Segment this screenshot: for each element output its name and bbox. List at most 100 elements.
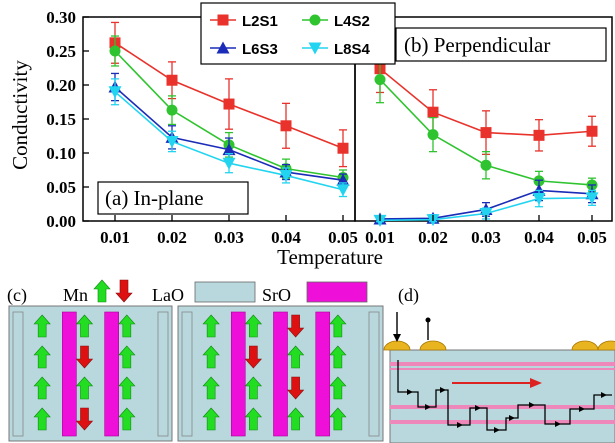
spin-up-arrow	[244, 407, 263, 431]
lao-edge-layer	[12, 311, 24, 437]
panel-a-ytick-label: 0.20	[46, 76, 76, 95]
panel-b-series-l2s1-point	[586, 125, 598, 137]
panel-b-series-l2s1-point	[533, 129, 545, 141]
path-arrowhead	[579, 406, 585, 412]
panel-d-label: (d)	[398, 285, 419, 306]
panel-b-xtick-label: 0.02	[418, 228, 448, 247]
sro-legend-swatch	[306, 281, 368, 303]
panel-a-ytick-label: 0.15	[46, 110, 76, 129]
spin-up-arrow	[118, 407, 136, 431]
panel-a-label-box	[97, 181, 249, 215]
sro-layer	[273, 311, 288, 437]
panel-a-xtick-label: 0.03	[214, 228, 244, 247]
interface-stripe	[390, 405, 615, 409]
panel-a-series-l8s4-point	[165, 135, 179, 148]
spin-down-arrow	[75, 407, 94, 431]
sro-layer	[230, 311, 246, 437]
panel-a-ytick-label: 0.00	[46, 212, 76, 231]
spin-up-arrow	[118, 345, 136, 369]
panel-b-ticks: 0.01 0.02 0.03 0.04 0.05	[365, 215, 607, 247]
path-arrowhead	[529, 402, 535, 408]
panel-b-series-l2s1-point	[480, 127, 492, 139]
panel-b-frame	[354, 16, 613, 222]
legend-l2s1-label: L2S1	[242, 13, 278, 30]
panel-a-ytick-label: 0.30	[46, 8, 76, 27]
panel-a-series-l6s3-point	[222, 143, 236, 156]
spin-up-arrow	[244, 376, 263, 400]
spin-up-arrow	[202, 376, 220, 400]
panel-a-xtick-label: 0.01	[100, 228, 130, 247]
spin-up-arrow	[75, 376, 94, 400]
legend-l2s1-marker	[217, 14, 229, 26]
spin-up-arrow	[286, 345, 305, 369]
sro-layer	[62, 311, 77, 437]
panel-b-plot	[373, 44, 599, 227]
lao-edge-layer	[368, 311, 380, 437]
current-arrow-head	[530, 378, 542, 388]
lao-legend-label: LaO	[152, 285, 184, 305]
panel-c: (c) Mn LaO SrO	[7, 279, 384, 442]
lao-edge-layer	[157, 311, 169, 437]
spin-up-arrow	[202, 314, 220, 338]
panel-a-series-l8s4-point	[336, 184, 350, 197]
spin-up-arrow	[118, 376, 136, 400]
spin-up-arrow	[33, 345, 51, 369]
path-arrowhead	[457, 422, 463, 428]
contact-dome	[571, 340, 599, 351]
panel-b-xtick-label: 0.01	[365, 228, 395, 247]
panel-a-series-l8s4-point	[108, 86, 122, 99]
panel-d: (d)	[383, 285, 615, 443]
panel-b-label-box	[395, 27, 607, 62]
spin-up-arrow	[244, 314, 263, 338]
spin-up-arrow	[93, 279, 111, 303]
lao-block	[8, 305, 173, 442]
panel-a-series-l2s1-point	[280, 120, 292, 132]
sro-layer	[104, 311, 119, 437]
y-axis-label: Conductivity	[8, 60, 32, 170]
panel-a-series-l2s1-point	[223, 98, 235, 110]
panel-b-series-l4s2-point	[427, 129, 439, 141]
panel-a-label: (a) In-plane	[105, 186, 204, 210]
panel-a-series-l4s2-point	[166, 104, 178, 116]
legend-box	[200, 2, 396, 65]
spin-up-arrow	[33, 407, 51, 431]
panel-a-ytick-label: 0.25	[46, 42, 76, 61]
panel-a-series-l2s1-point	[166, 74, 178, 86]
panel-a-ytick-label: 0.05	[46, 178, 76, 197]
panel-a-ticks: 0.01 0.02 0.03 0.04 0.05 0.00 0.05 0.10 0.15 0.20…	[46, 8, 358, 247]
panel-b-series-l2s1-point	[427, 106, 439, 118]
legend-l8s4-label: L8S4	[334, 41, 371, 58]
panel-a-xtick-label: 0.02	[157, 228, 187, 247]
panel-b-series-l8s4-point	[532, 193, 546, 206]
sro-layer	[315, 311, 331, 437]
contact-dome	[383, 340, 411, 351]
legend-l4s2-label: L4S2	[334, 13, 370, 30]
spin-up-arrow	[118, 314, 136, 338]
contact-dome	[597, 340, 615, 351]
spin-up-arrow	[202, 345, 220, 369]
panel-b-series-l8s4-point	[585, 192, 599, 205]
spin-up-arrow	[329, 407, 347, 431]
spin-up-arrow	[33, 314, 51, 338]
spin-up-arrow	[75, 314, 94, 338]
panel-a-xtick-label: 0.05	[328, 228, 358, 247]
mn-legend-label: Mn	[63, 285, 88, 305]
path-arrowhead	[601, 392, 607, 398]
spin-down-arrow	[244, 345, 263, 369]
panel-a-plot	[108, 21, 350, 198]
legend-l4s2-marker	[309, 14, 321, 26]
probe-arrow-head	[393, 334, 401, 342]
panel-a-series-l8s4-point	[279, 169, 293, 182]
panel-c-label: (c)	[7, 285, 27, 306]
legend-l8s4-marker	[308, 42, 322, 55]
lao-edge-layer	[181, 311, 193, 437]
interface-stripe	[390, 362, 615, 366]
spin-up-arrow	[202, 407, 220, 431]
spin-down-arrow	[286, 314, 305, 338]
path-arrowhead	[475, 405, 481, 411]
probe-tip	[425, 317, 431, 323]
path-arrowhead	[425, 404, 431, 410]
panel-b-xtick-label: 0.04	[524, 228, 554, 247]
spin-up-arrow	[329, 345, 347, 369]
